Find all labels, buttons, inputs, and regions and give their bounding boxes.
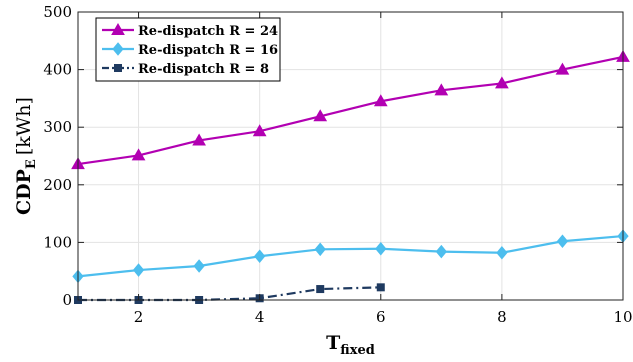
legend-swatch-marker	[111, 22, 125, 35]
y-tick-label: 100	[43, 233, 72, 251]
x-tick-label: 8	[497, 308, 507, 326]
x-tick-label: 4	[255, 308, 265, 326]
data-point	[555, 62, 570, 75]
series-line	[77, 234, 624, 278]
y-tick-label: 0	[62, 291, 72, 309]
series-line	[77, 55, 624, 166]
y-tick-label: 200	[43, 176, 72, 194]
series-layer	[71, 49, 630, 304]
data-point	[376, 283, 385, 292]
x-axis-label: Tfixed	[326, 332, 375, 358]
data-point	[373, 94, 388, 107]
data-point	[313, 109, 328, 122]
data-point	[254, 249, 266, 264]
data-point	[192, 133, 206, 146]
data-point	[316, 285, 325, 294]
plot-frame	[77, 11, 624, 301]
legend-label: Re-dispatch R = 24	[138, 24, 278, 39]
data-point	[556, 234, 569, 249]
axis-ticks: 0 100 200 300 400 500 2 4 6 8 10	[43, 3, 632, 326]
data-point	[132, 263, 145, 277]
y-tick-label: 500	[43, 3, 72, 21]
y-axis-label: CDPE[kWh]	[13, 97, 39, 215]
legend: Re-dispatch R = 24 Re-dispatch R = 16 Re-d…	[95, 17, 281, 82]
series-line	[78, 286, 381, 302]
legend-item: Re-dispatch R = 8	[102, 62, 269, 77]
data-point	[375, 241, 387, 256]
series-3	[74, 283, 385, 304]
legend-label: Re-dispatch R = 16	[138, 43, 278, 58]
data-point	[496, 245, 508, 260]
data-point	[435, 244, 447, 259]
x-tick-label: 2	[134, 308, 144, 326]
x-tick-label: 10	[613, 308, 632, 326]
x-tick-label: 6	[376, 308, 386, 326]
data-point	[131, 148, 146, 161]
series-1	[71, 49, 630, 170]
legend-label: Re-dispatch R = 8	[138, 62, 269, 77]
legend-swatch-marker	[114, 64, 122, 72]
legend-item: Re-dispatch R = 16	[102, 42, 278, 58]
data-point	[495, 76, 509, 89]
legend-item: Re-dispatch R = 24	[102, 22, 278, 39]
series-2	[72, 229, 629, 284]
data-point	[434, 83, 449, 96]
legend-swatch-marker	[112, 42, 124, 56]
data-point	[252, 124, 267, 137]
data-point	[193, 259, 205, 273]
data-point	[314, 242, 326, 257]
y-tick-label: 300	[43, 118, 72, 136]
y-tick-label: 400	[43, 61, 72, 79]
